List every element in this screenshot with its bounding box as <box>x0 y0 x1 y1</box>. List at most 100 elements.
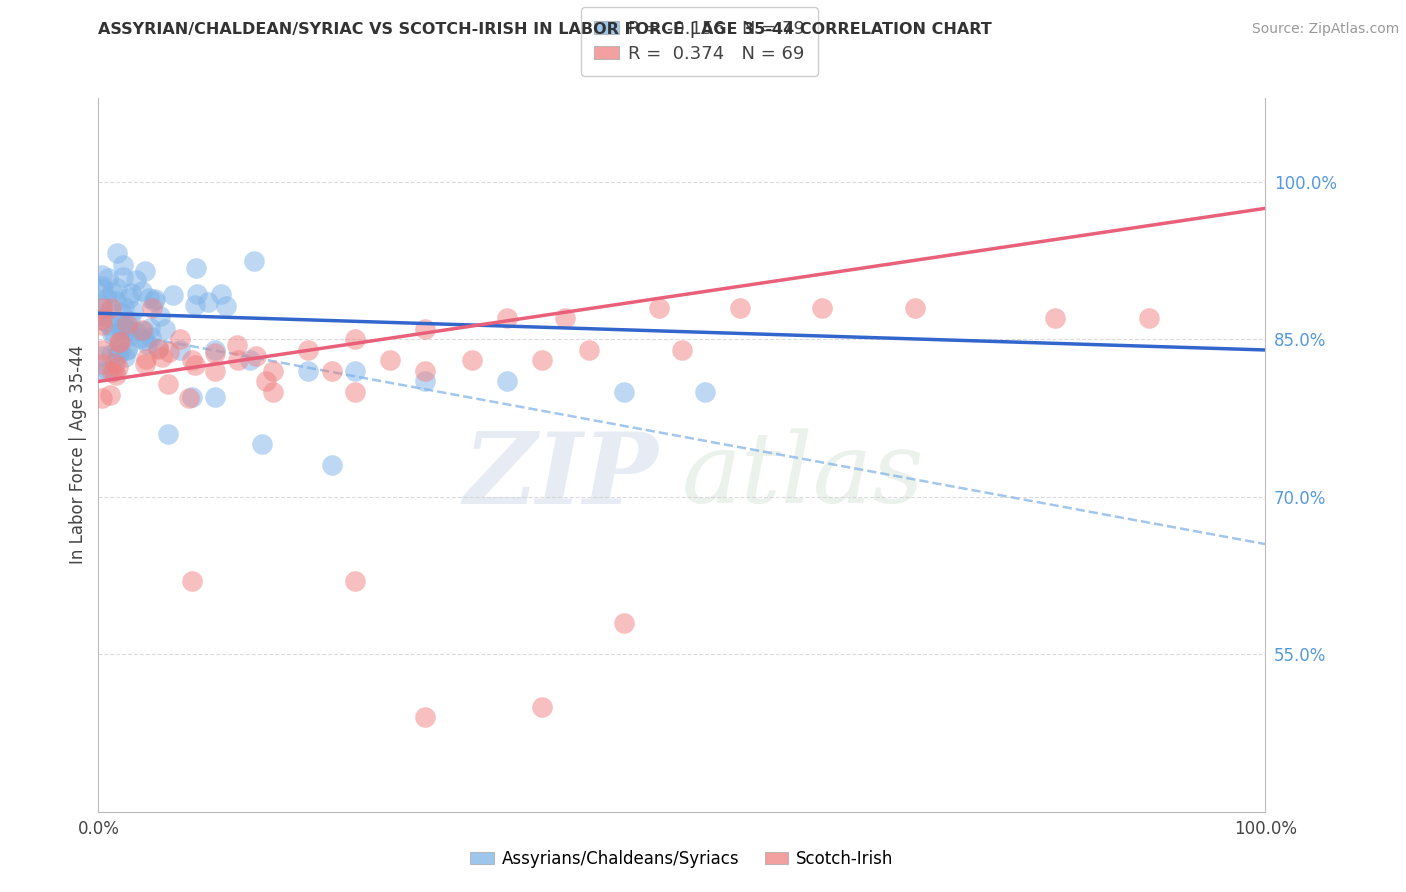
Point <box>204 345 226 359</box>
Point <box>149 310 172 324</box>
Point <box>413 364 436 378</box>
Point <box>413 710 436 724</box>
Point <box>135 352 157 367</box>
Point <box>124 324 146 338</box>
Point <box>134 263 156 277</box>
Point <box>103 326 125 340</box>
Point <box>120 286 142 301</box>
Point <box>730 301 752 315</box>
Point <box>128 331 150 345</box>
Point <box>184 297 207 311</box>
Point <box>105 368 128 383</box>
Point <box>90 279 112 293</box>
Point <box>90 318 112 333</box>
Point <box>378 353 402 368</box>
Point <box>204 390 226 404</box>
Point <box>169 343 191 357</box>
Point <box>100 301 122 315</box>
Point <box>169 332 191 346</box>
Point <box>344 384 367 399</box>
Point <box>101 285 124 299</box>
Point <box>184 358 207 372</box>
Point <box>90 343 112 357</box>
Point <box>134 357 156 371</box>
Point <box>100 347 122 361</box>
Point <box>344 333 367 347</box>
Point <box>112 317 135 331</box>
Point <box>107 246 129 260</box>
Point <box>413 375 436 389</box>
Point <box>530 699 553 714</box>
Point <box>90 311 112 326</box>
Legend: Assyrians/Chaldeans/Syriacs, Scotch-Irish: Assyrians/Chaldeans/Syriacs, Scotch-Iris… <box>464 844 900 875</box>
Point <box>118 291 141 305</box>
Point <box>139 321 162 335</box>
Point <box>214 299 236 313</box>
Point <box>180 390 202 404</box>
Point <box>90 357 112 371</box>
Point <box>118 314 141 328</box>
Point <box>97 271 120 285</box>
Point <box>132 324 155 338</box>
Point <box>148 342 170 356</box>
Point <box>153 322 176 336</box>
Point <box>107 348 129 362</box>
Point <box>1137 311 1160 326</box>
Point <box>204 364 226 378</box>
Point <box>98 388 121 402</box>
Point <box>90 308 112 322</box>
Point <box>138 291 160 305</box>
Point <box>180 353 202 368</box>
Point <box>243 253 266 268</box>
Point <box>112 269 135 284</box>
Point <box>186 286 208 301</box>
Point <box>197 295 219 310</box>
Point <box>180 574 202 588</box>
Point <box>108 335 131 350</box>
Point <box>103 364 125 378</box>
Text: Source: ZipAtlas.com: Source: ZipAtlas.com <box>1251 22 1399 37</box>
Point <box>134 333 156 347</box>
Point <box>90 391 112 405</box>
Point <box>1045 311 1067 326</box>
Point <box>461 353 484 368</box>
Point <box>90 301 112 315</box>
Point <box>139 330 162 344</box>
Point <box>96 291 118 305</box>
Point <box>209 287 232 301</box>
Point <box>811 301 834 315</box>
Point <box>157 426 180 441</box>
Point <box>578 343 600 357</box>
Y-axis label: In Labor Force | Age 35-44: In Labor Force | Age 35-44 <box>69 345 87 565</box>
Point <box>115 342 138 356</box>
Point <box>91 282 114 296</box>
Point <box>100 327 122 342</box>
Point <box>239 353 262 368</box>
Point <box>204 343 226 357</box>
Point <box>142 294 165 309</box>
Point <box>321 364 343 378</box>
Point <box>297 343 319 357</box>
Point <box>321 458 343 473</box>
Point <box>90 268 112 282</box>
Text: atlas: atlas <box>682 429 925 524</box>
Point <box>152 351 174 365</box>
Point <box>118 329 141 343</box>
Point <box>141 301 163 315</box>
Point <box>97 364 120 378</box>
Point <box>131 285 153 299</box>
Text: ZIP: ZIP <box>464 428 658 524</box>
Point <box>250 437 273 451</box>
Point <box>110 322 132 336</box>
Point <box>90 298 112 312</box>
Point <box>671 343 693 357</box>
Point <box>344 364 367 378</box>
Point <box>110 314 132 328</box>
Point <box>111 258 134 272</box>
Point <box>228 353 250 368</box>
Point <box>98 318 121 332</box>
Point <box>105 343 128 358</box>
Point <box>136 337 159 351</box>
Point <box>101 364 124 378</box>
Point <box>162 288 184 302</box>
